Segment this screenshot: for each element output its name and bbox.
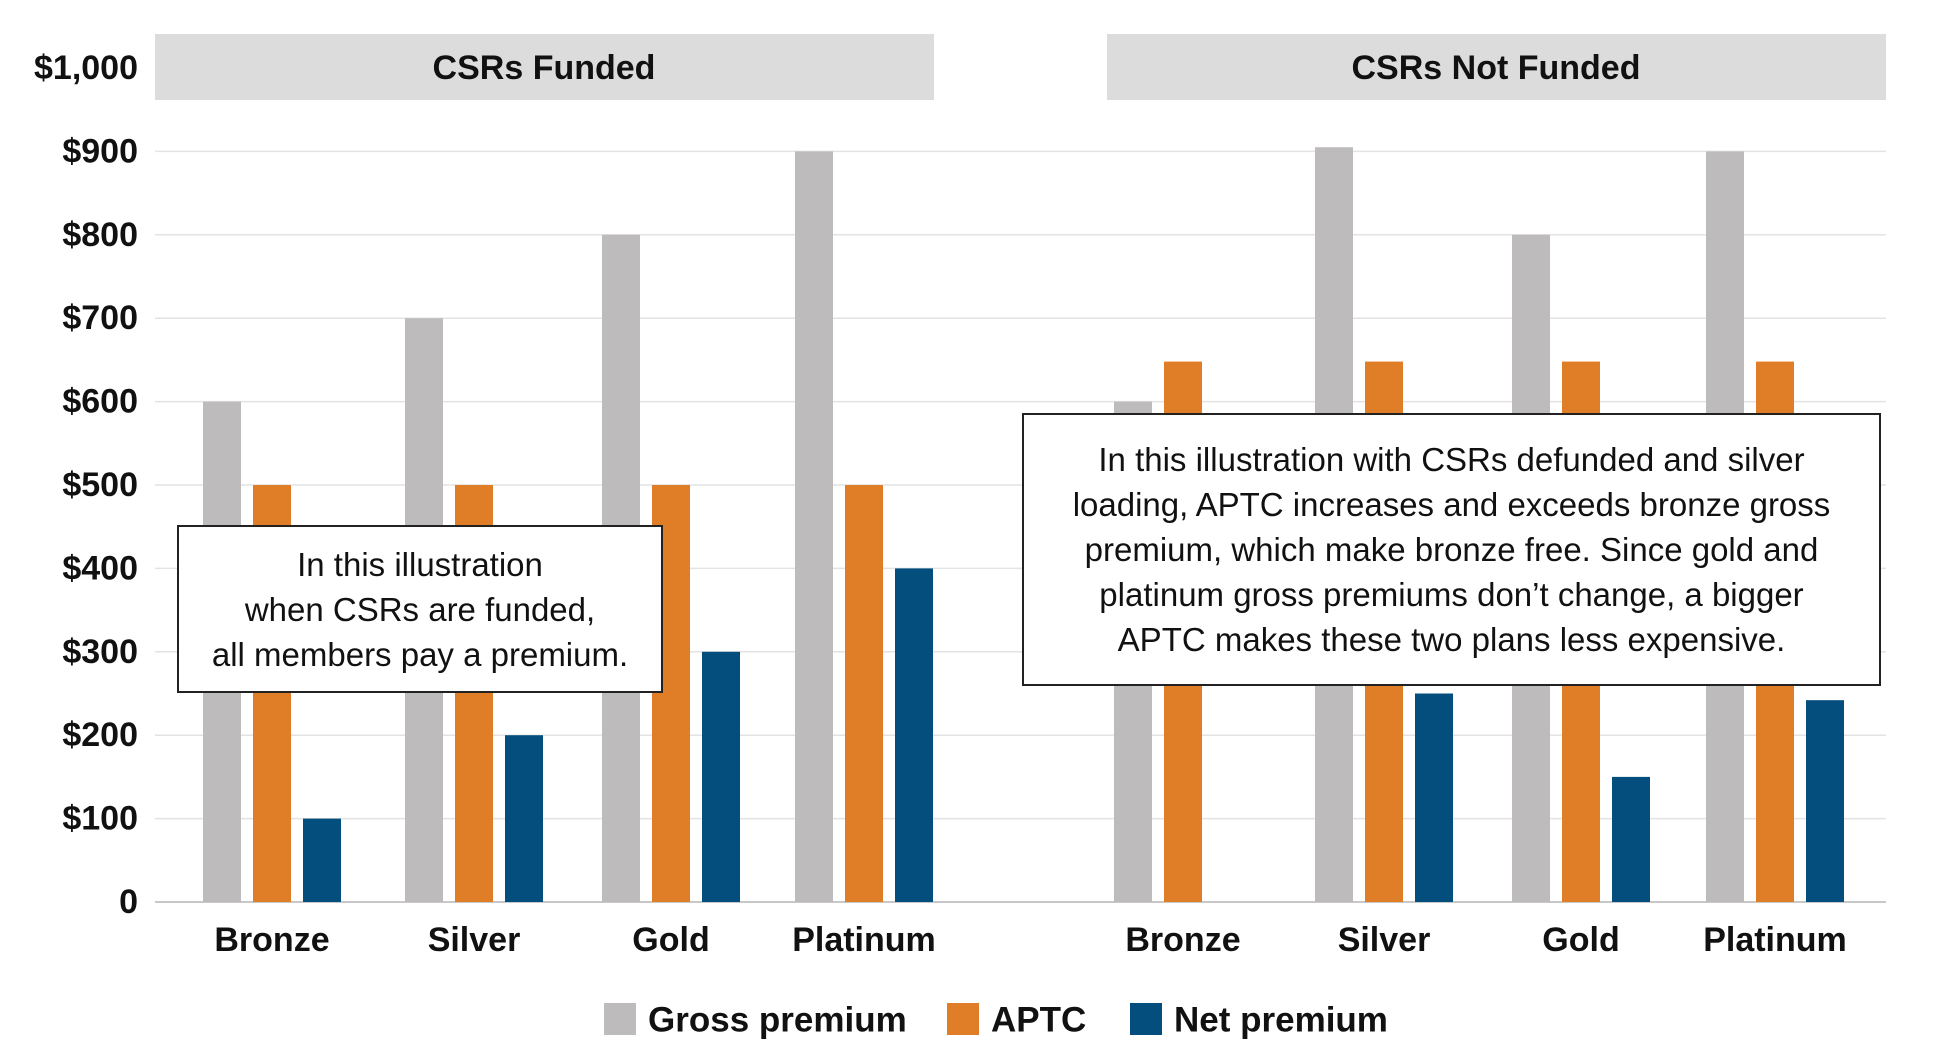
bar-net-premium xyxy=(303,818,341,902)
y-tick-label: $200 xyxy=(62,716,138,754)
panel-header-not-funded-bg xyxy=(1107,34,1886,100)
y-axis-tick-labels: 0 $100 $200 $300 $400 $500 $600 $700 $800 $900 $1,… xyxy=(34,49,138,921)
annotation-not-funded-line: In this illustration with CSRs defunded … xyxy=(1098,441,1805,478)
legend: Gross premium APTC Net premium xyxy=(604,1001,1388,1040)
legend-swatch-aptc xyxy=(947,1003,979,1035)
bar-aptc xyxy=(845,485,883,902)
panel-header-funded-bg xyxy=(155,34,934,100)
category-labels: Bronze Silver Gold Platinum Bronze Silver Gold… xyxy=(214,921,1846,959)
bar-gross-premium xyxy=(795,151,833,902)
annotation-not-funded-line: loading, APTC increases and exceeds bron… xyxy=(1072,486,1831,523)
y-tick-label: 0 xyxy=(119,883,138,921)
annotation-csrs-funded: In this illustration when CSRs are funde… xyxy=(177,525,663,693)
x-category-label: Gold xyxy=(632,921,709,959)
y-tick-label: $800 xyxy=(62,216,138,254)
y-tick-label: $400 xyxy=(62,549,138,587)
annotation-csrs-not-funded: In this illustration with CSRs defunded … xyxy=(1022,413,1881,686)
legend-label: Net premium xyxy=(1174,1001,1388,1040)
annotation-funded-line: when CSRs are funded, xyxy=(244,590,596,628)
x-category-label: Bronze xyxy=(214,921,329,959)
y-tick-label: $300 xyxy=(62,633,138,671)
legend-swatch-net-premium xyxy=(1130,1003,1162,1035)
annotation-not-funded-line: platinum gross premiums don’t change, a … xyxy=(1099,576,1804,613)
y-tick-label: $700 xyxy=(62,299,138,337)
annotation-not-funded-line: APTC makes these two plans less expensiv… xyxy=(1117,621,1786,658)
legend-swatch-gross-premium xyxy=(604,1003,636,1035)
bar-net-premium xyxy=(505,735,543,902)
x-category-label: Bronze xyxy=(1125,921,1240,959)
y-tick-label: $600 xyxy=(62,383,138,421)
x-category-label: Silver xyxy=(1338,921,1431,959)
bar-net-premium xyxy=(1612,776,1650,902)
bar-net-premium xyxy=(702,651,740,902)
panel-headers: CSRs Funded CSRs Not Funded xyxy=(155,34,1886,100)
bar-net-premium xyxy=(1806,700,1844,902)
x-category-label: Gold xyxy=(1542,921,1619,959)
x-category-label: Silver xyxy=(428,921,521,959)
annotation-not-funded-line: premium, which make bronze free. Since g… xyxy=(1084,531,1819,568)
y-tick-label: $500 xyxy=(62,466,138,504)
panel-title-not-funded: CSRs Not Funded xyxy=(1352,49,1641,87)
y-tick-label: $900 xyxy=(62,132,138,170)
y-tick-label: $1,000 xyxy=(34,49,138,87)
annotation-funded-line: In this illustration xyxy=(297,545,543,583)
x-category-label: Platinum xyxy=(1703,921,1847,959)
bar-net-premium xyxy=(1415,693,1453,902)
panel-title-funded: CSRs Funded xyxy=(433,49,656,87)
annotation-funded-line: all members pay a premium. xyxy=(211,635,629,673)
bar-net-premium xyxy=(895,568,933,902)
y-tick-label: $100 xyxy=(62,800,138,838)
legend-label: APTC xyxy=(991,1001,1086,1040)
x-category-label: Platinum xyxy=(792,921,936,959)
legend-label: Gross premium xyxy=(648,1001,907,1040)
